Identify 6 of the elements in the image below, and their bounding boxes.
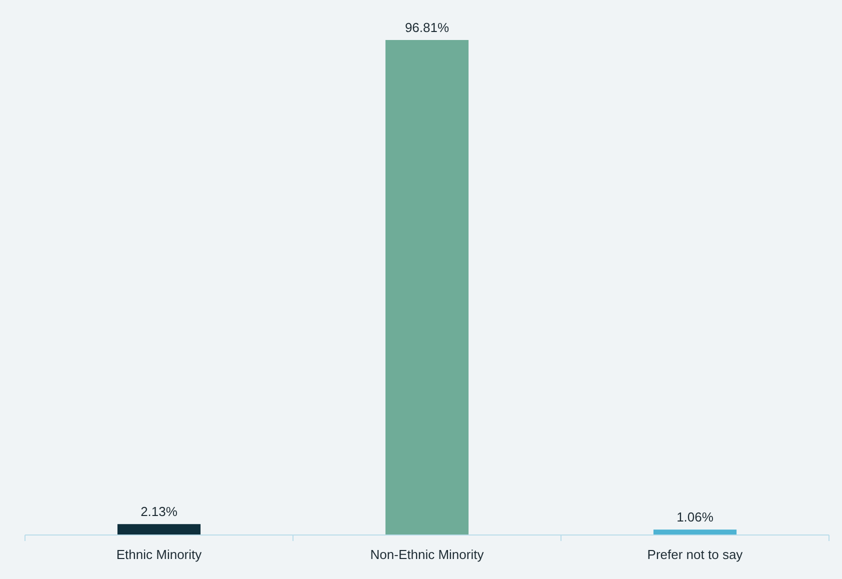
data-label: 2.13%: [140, 504, 178, 520]
x-tick-label: Ethnic Minority: [116, 547, 202, 562]
data-label: 1.06%: [676, 510, 714, 525]
x-tick-label: Prefer not to say: [647, 547, 744, 562]
x-tick-label: Non-Ethnic Minority: [370, 547, 484, 562]
data-label: 96.81%: [404, 20, 450, 35]
